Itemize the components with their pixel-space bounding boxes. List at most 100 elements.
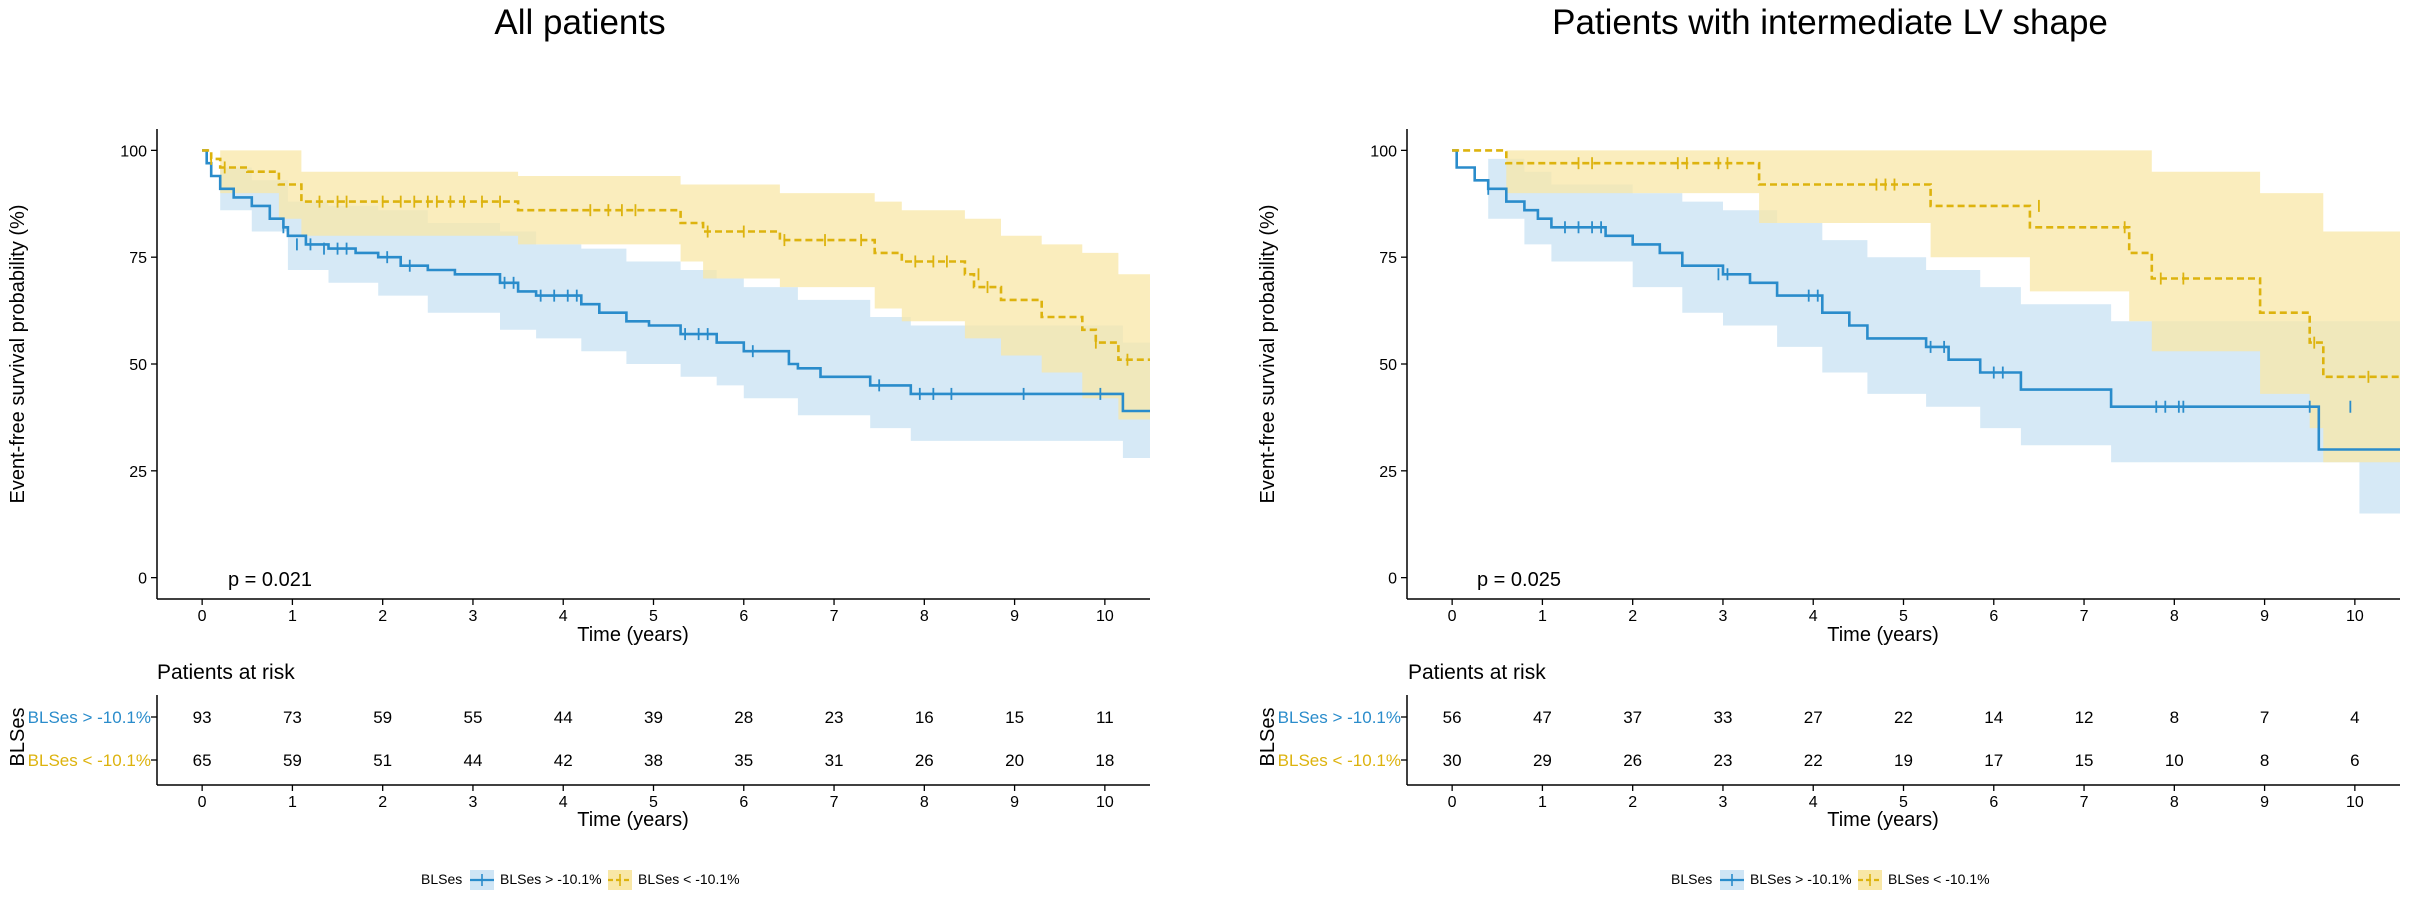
x-tick-label: 1: [288, 608, 297, 625]
risk-x-tick-label: 2: [1628, 794, 1637, 811]
risk-count-low: 31: [825, 751, 844, 770]
risk-count-high: 14: [1984, 708, 2003, 727]
risk-count-low: 17: [1984, 751, 2003, 770]
risk-table-x-label: Time (years): [577, 809, 688, 831]
risk-x-tick-label: 3: [469, 794, 478, 811]
risk-table-y-label: BLSes: [1257, 708, 1279, 767]
legend-label-high: BLSes > -10.1%: [1750, 871, 1852, 887]
risk-x-tick-label: 1: [288, 794, 297, 811]
chart-title: All patients: [494, 3, 665, 42]
p-value-annotation: p = 0.025: [1477, 569, 1561, 591]
risk-x-tick-label: 1: [1538, 794, 1547, 811]
x-axis-label: Time (years): [1827, 624, 1938, 646]
x-tick-label: 6: [1989, 608, 1998, 625]
y-tick-label: 100: [120, 143, 147, 160]
risk-count-low: 35: [734, 751, 753, 770]
ci-band-low: [202, 150, 1151, 420]
risk-count-high: 39: [644, 708, 663, 727]
risk-count-high: 16: [915, 708, 934, 727]
legend-key-high: [1720, 870, 1744, 890]
chart-title: Patients with intermediate LV shape: [1552, 3, 2108, 42]
x-tick-label: 8: [2170, 608, 2179, 625]
x-tick-label: 7: [830, 608, 839, 625]
y-tick-label: 50: [1379, 357, 1397, 374]
risk-count-high: 59: [373, 708, 392, 727]
legend-key-high: [470, 870, 494, 890]
x-axis-label: Time (years): [577, 624, 688, 646]
risk-x-tick-label: 8: [920, 794, 929, 811]
risk-x-tick-label: 5: [1899, 794, 1908, 811]
x-tick-label: 0: [1448, 608, 1457, 625]
x-tick-label: 6: [739, 608, 748, 625]
survival-curve-high: [1452, 149, 2400, 451]
legend-label-high: BLSes > -10.1%: [500, 871, 602, 887]
survival-curve-low: [202, 149, 1150, 361]
risk-x-tick-label: 4: [1809, 794, 1818, 811]
risk-count-high: 22: [1894, 708, 1913, 727]
ci-band-high: [1452, 150, 2400, 514]
risk-count-low: 19: [1894, 751, 1913, 770]
x-tick-label: 4: [1809, 608, 1818, 625]
x-tick-label: 9: [1010, 608, 1019, 625]
risk-count-low: 29: [1533, 751, 1552, 770]
legend-label-low: BLSes < -10.1%: [638, 871, 740, 887]
x-tick-label: 3: [469, 608, 478, 625]
survival-plot-area: [1452, 149, 2400, 514]
x-tick-label: 10: [2346, 608, 2364, 625]
y-tick-label: 25: [1379, 464, 1397, 481]
risk-count-high: 56: [1443, 708, 1462, 727]
risk-x-tick-label: 5: [649, 794, 658, 811]
risk-x-tick-label: 7: [2080, 794, 2089, 811]
legend-label-low: BLSes < -10.1%: [1888, 871, 1990, 887]
risk-x-tick-label: 0: [1448, 794, 1457, 811]
risk-count-high: 12: [2075, 708, 2094, 727]
legend-key-low: [608, 870, 632, 890]
risk-count-low: 20: [1005, 751, 1024, 770]
legend-title: BLSes: [1671, 871, 1712, 887]
y-axis-label: Event-free survival probability (%): [1257, 205, 1279, 504]
legend-title: BLSes: [421, 871, 462, 887]
risk-count-high: 8: [2170, 708, 2179, 727]
risk-table-x-label: Time (years): [1827, 809, 1938, 831]
x-tick-label: 2: [1628, 608, 1637, 625]
risk-count-high: 47: [1533, 708, 1552, 727]
risk-x-tick-label: 9: [2260, 794, 2269, 811]
risk-x-tick-label: 10: [1096, 794, 1114, 811]
risk-x-tick-label: 3: [1719, 794, 1728, 811]
x-tick-label: 4: [559, 608, 568, 625]
risk-x-tick-label: 2: [378, 794, 387, 811]
risk-count-low: 38: [644, 751, 663, 770]
risk-x-tick-label: 10: [2346, 794, 2364, 811]
risk-count-low: 22: [1804, 751, 1823, 770]
risk-count-high: 73: [283, 708, 302, 727]
risk-count-low: 8: [2260, 751, 2269, 770]
risk-table-values: 93 73 59 55 44 39 28 23 16 15 11 65 59 51 44 42 38 35 31 26…: [193, 708, 1115, 770]
risk-table-axes: 0 1 2 3 4 5 6 7 8 9 10: [1401, 695, 2400, 811]
risk-count-low: 6: [2350, 751, 2359, 770]
risk-count-high: 11: [1096, 708, 1114, 727]
risk-count-high: 93: [193, 708, 212, 727]
risk-row-label-high: BLSes > -10.1%: [1278, 708, 1401, 727]
risk-count-high: 27: [1804, 708, 1823, 727]
risk-count-high: 4: [2350, 708, 2359, 727]
survival-curve-high: [202, 149, 1150, 413]
risk-count-high: 7: [2260, 708, 2269, 727]
risk-count-low: 15: [2075, 751, 2094, 770]
y-tick-label: 75: [1379, 250, 1397, 267]
risk-x-tick-label: 0: [198, 794, 207, 811]
risk-count-high: 37: [1623, 708, 1642, 727]
risk-x-tick-label: 9: [1010, 794, 1019, 811]
risk-count-low: 26: [915, 751, 934, 770]
risk-row-label-low: BLSes < -10.1%: [1278, 751, 1401, 770]
y-tick-label: 0: [1388, 571, 1397, 588]
y-tick-label: 50: [129, 357, 147, 374]
risk-count-low: 23: [1713, 751, 1732, 770]
legend-left: BLSes BLSes > -10.1% BLSes < -10.1%: [421, 870, 740, 890]
risk-table-axes: 0 1 2 3 4 5 6 7 8 9 10: [151, 695, 1150, 811]
risk-count-low: 59: [283, 751, 302, 770]
